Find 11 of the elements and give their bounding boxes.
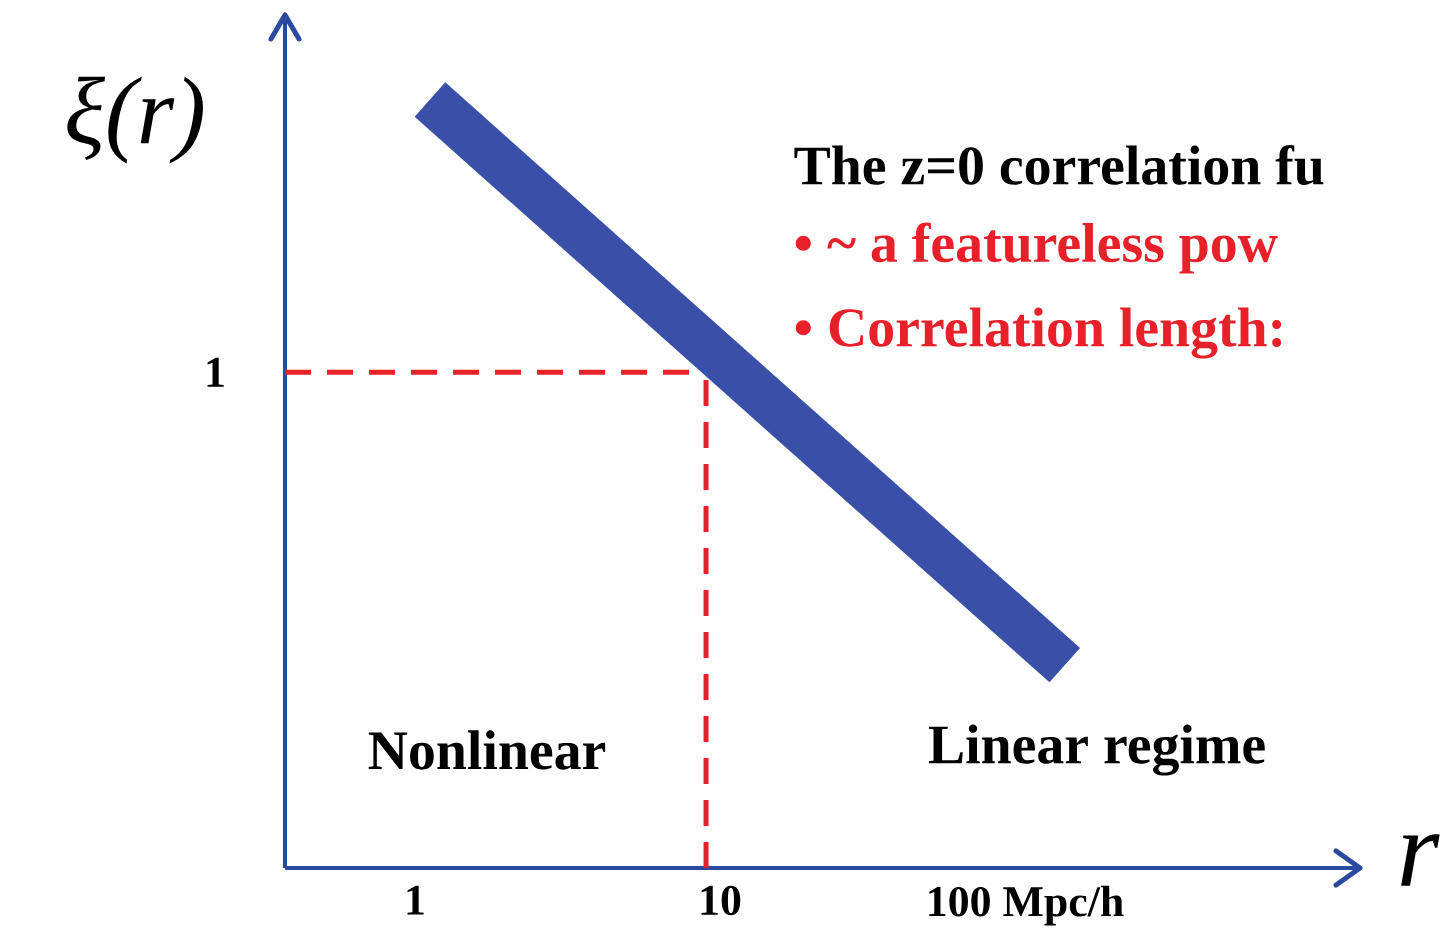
x-tick-label: 100 Mpc/h [929,885,1124,926]
x-axis-title: r [1401,834,1440,886]
annotation: Linear regime [928,724,1265,776]
annotation: • Correlation length: [795,307,1282,359]
annotation: • ~ a featureless pow [795,222,1278,274]
annotation: Nonlinear [368,730,606,770]
x-tick-label: 10 [701,885,741,916]
y-axis-title: ξ(r) [67,76,203,164]
annotation: The z=0 correlation fu [794,145,1324,185]
ref-line-label: 1 [207,357,224,387]
x-tick-label: 1 [407,885,424,915]
